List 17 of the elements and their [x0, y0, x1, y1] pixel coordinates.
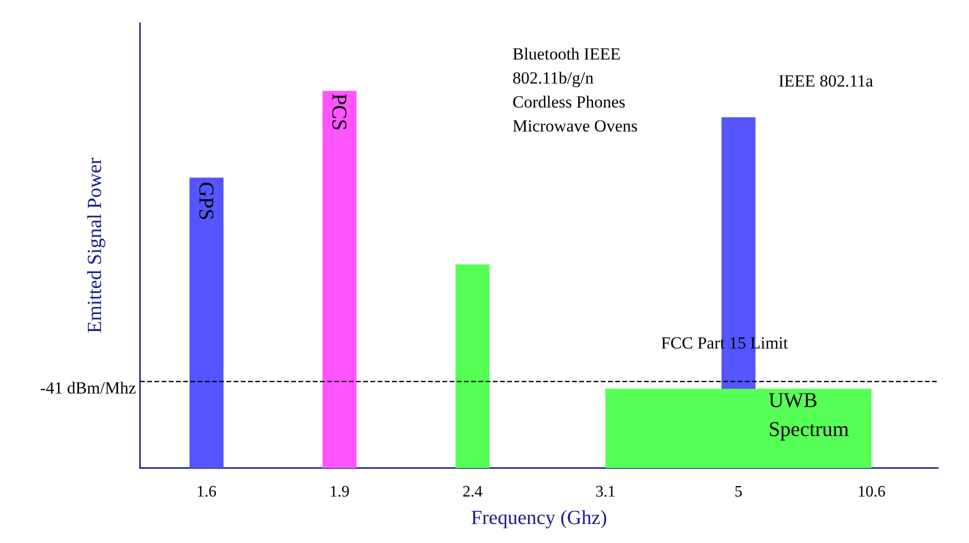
y-axis-title: Emitted Signal Power: [84, 157, 106, 334]
annotation: PCS: [328, 93, 352, 131]
x-tick-label: 3.1: [596, 484, 616, 500]
text: -41 dBm/Mhz: [40, 378, 136, 398]
annotation: UWB Spectrum: [768, 388, 849, 442]
bar: [322, 90, 356, 468]
x-tick-label: 5: [734, 484, 742, 500]
text: IEEE 802.11a: [778, 71, 874, 90]
annotation: GPS: [194, 182, 218, 220]
x-tick-label: 10.6: [858, 484, 886, 500]
x-tick-label: 1.9: [330, 484, 350, 500]
bar: [456, 264, 490, 468]
bar: [190, 178, 224, 468]
x-axis-title: Frequency (Ghz): [470, 507, 608, 529]
x-tick-label: 1.6: [196, 484, 216, 500]
x-tick-label: 2.4: [462, 484, 482, 500]
annotation: Bluetooth IEEE 802.11b/g/n Cordless Phones Microwave Ovens: [512, 44, 638, 136]
